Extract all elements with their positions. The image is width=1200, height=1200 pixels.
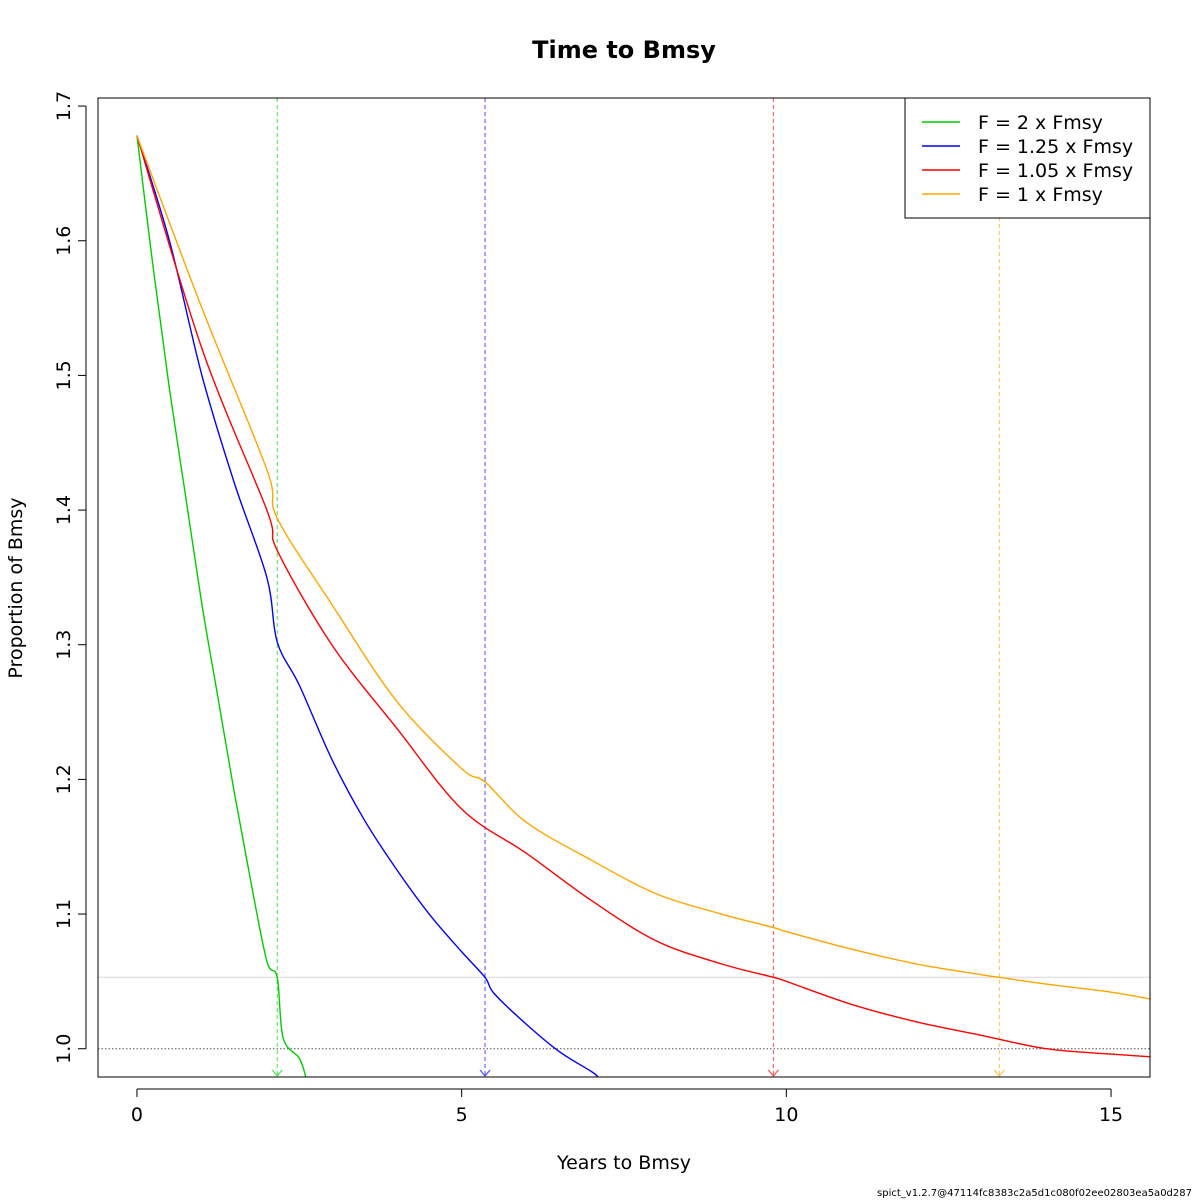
y-tick-label-3: 1.3 xyxy=(53,630,75,660)
y-tick-label-4: 1.4 xyxy=(53,495,75,525)
arrival-arrow-2 xyxy=(479,1069,491,1077)
series-line-1 xyxy=(136,135,307,1077)
legend-label-2: F = 1.25 x Fmsy xyxy=(978,136,1133,158)
arrival-arrow-4 xyxy=(993,1069,1005,1077)
series-line-2 xyxy=(136,135,599,1077)
x-tick-label-0: 0 xyxy=(131,1104,143,1126)
plot-frame xyxy=(97,97,1151,1078)
y-tick-label-2: 1.2 xyxy=(53,764,75,794)
legend-label-4: F = 1 x Fmsy xyxy=(978,184,1103,206)
y-tick-label-1: 1.1 xyxy=(53,899,75,929)
x-tick-label-2: 10 xyxy=(774,1104,798,1126)
arrival-arrow-3 xyxy=(767,1069,779,1077)
y-tick-label-0: 1.0 xyxy=(53,1034,75,1064)
y-tick-label-7: 1.7 xyxy=(53,91,75,121)
series-line-3 xyxy=(136,135,1150,1058)
y-tick-label-6: 1.6 xyxy=(53,226,75,256)
version-footnote: spict_v1.2.7@47114fc8383c2a5d1c080f02ee0… xyxy=(877,1188,1192,1199)
plot-area xyxy=(97,97,1151,1078)
y-axis: 1.0 1.1 1.2 1.3 1.4 1.5 1.6 1.7 xyxy=(53,91,87,1064)
legend-box xyxy=(904,97,1151,219)
x-axis-label: Years to Bmsy xyxy=(556,1152,691,1174)
legend-label-1: F = 2 x Fmsy xyxy=(978,112,1103,134)
series-line-4 xyxy=(136,135,1150,1000)
y-axis-label: Proportion of Bmsy xyxy=(5,497,27,678)
legend-label-3: F = 1.05 x Fmsy xyxy=(978,160,1133,182)
x-tick-label-3: 15 xyxy=(1099,1104,1123,1126)
arrival-arrow-1 xyxy=(271,1069,283,1077)
x-tick-label-1: 5 xyxy=(456,1104,468,1126)
y-tick-label-5: 1.5 xyxy=(53,360,75,390)
chart-title: Time to Bmsy xyxy=(532,36,716,64)
x-axis: 0 5 10 15 xyxy=(131,1088,1123,1126)
